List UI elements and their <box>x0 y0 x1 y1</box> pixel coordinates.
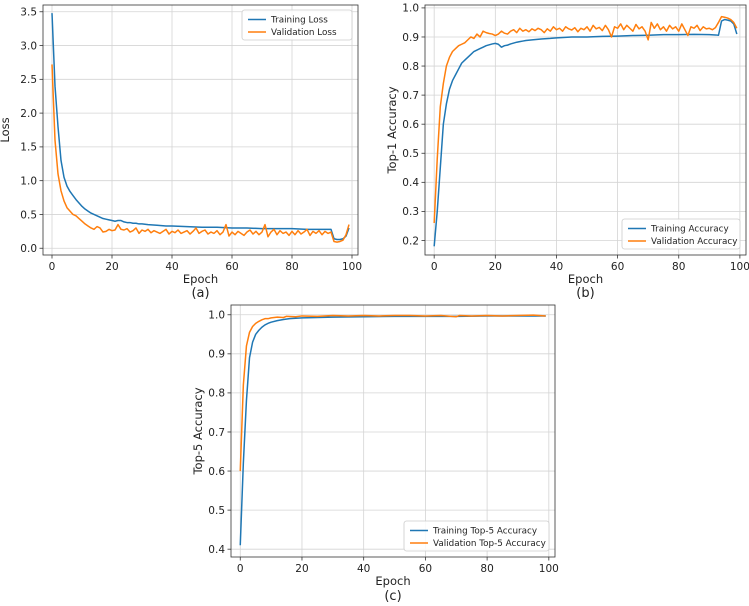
plot-area <box>425 5 746 255</box>
y-tick-label: 2.5 <box>20 74 37 86</box>
series-line-training-accuracy <box>433 18 738 247</box>
y-tick-label: 0.8 <box>402 61 419 73</box>
legend-label: Training Top-5 Accuracy <box>432 527 537 537</box>
x-tick-label: 60 <box>611 261 624 273</box>
x-tick-label: 40 <box>357 563 370 575</box>
plot-area <box>231 305 555 557</box>
x-tick-label: 20 <box>295 563 308 575</box>
y-tick-label: 0.7 <box>208 427 225 439</box>
y-tick-label: 0.0 <box>20 243 37 255</box>
x-axis-label: Epoch <box>568 272 603 286</box>
y-tick-label: 0.6 <box>402 119 419 131</box>
y-axis-label: Loss <box>0 117 12 142</box>
plot-area <box>43 5 358 255</box>
y-tick-label: 0.5 <box>20 209 37 221</box>
x-axis-label: Epoch <box>183 272 218 286</box>
x-tick-label: 100 <box>342 261 362 273</box>
legend-box <box>241 9 353 41</box>
panel-c-top5-accuracy-chart: 0 20 40 60 80 100 0.4 0.5 0.6 0.7 0.8 0.9 1.0 Epoch To… <box>191 304 559 604</box>
y-tick-label: 3.5 <box>20 7 37 19</box>
x-tick-label: 80 <box>672 261 685 273</box>
x-tick-label: 80 <box>480 563 493 575</box>
y-tick-label: 3.0 <box>20 40 37 52</box>
y-tick-label: 0.3 <box>402 206 419 218</box>
y-tick-label: 0.9 <box>208 349 225 361</box>
legend: Training Accuracy Validation Accuracy <box>621 218 741 250</box>
legend-label: Validation Loss <box>271 28 337 38</box>
y-tick-label: 0.8 <box>208 388 225 400</box>
legend-box <box>403 520 550 552</box>
panel-b-top1-accuracy-chart: 0 20 40 60 80 100 0.2 0.3 0.4 0.5 0.6 0.7 0.8 0.9 1.0 E… <box>385 3 749 301</box>
panel-caption: (c) <box>384 589 401 604</box>
y-tick-label: 0.7 <box>402 90 419 102</box>
legend: Training Top-5 Accuracy Validation Top-5 … <box>403 520 550 552</box>
y-tick-label: 1.0 <box>208 310 225 322</box>
axes-frame <box>42 4 359 256</box>
series-line-validation-top-5-accuracy <box>239 314 546 472</box>
panel-caption: (b) <box>576 286 594 301</box>
y-tick-label: 2.0 <box>20 108 37 120</box>
series-line-validation-loss <box>51 64 350 243</box>
y-tick-label: 1.5 <box>20 142 37 154</box>
axes-frame <box>424 4 747 256</box>
y-tick-label: 0.4 <box>208 544 225 556</box>
x-tick-label: 40 <box>165 261 178 273</box>
x-tick-label: 60 <box>225 261 238 273</box>
y-tick-label: 1.0 <box>402 3 419 15</box>
legend-label: Validation Accuracy <box>651 237 737 247</box>
y-axis-label: Top-5 Accuracy <box>191 387 205 475</box>
y-tick-label: 0.4 <box>402 177 419 189</box>
x-tick-label: 60 <box>419 563 432 575</box>
legend-label: Training Accuracy <box>650 225 729 235</box>
legend-box <box>621 218 741 250</box>
legend-label: Training Loss <box>270 16 328 26</box>
legend-label: Validation Top-5 Accuracy <box>433 539 546 549</box>
y-axis-label: Top-1 Accuracy <box>385 86 399 174</box>
legend: Training Loss Validation Loss <box>241 9 353 41</box>
x-tick-label: 100 <box>730 261 749 273</box>
x-tick-label: 80 <box>285 261 298 273</box>
axes-frame <box>230 304 556 558</box>
x-tick-label: 0 <box>431 261 438 273</box>
series-line-training-loss <box>51 13 350 241</box>
x-tick-label: 20 <box>105 261 118 273</box>
panel-caption: (a) <box>191 286 209 301</box>
x-axis-label: Epoch <box>375 574 410 588</box>
y-tick-label: 0.5 <box>402 148 419 160</box>
y-tick-label: 0.5 <box>208 505 225 517</box>
y-tick-label: 0.2 <box>402 235 419 247</box>
x-tick-label: 0 <box>237 563 244 575</box>
x-tick-label: 20 <box>489 261 502 273</box>
x-tick-label: 0 <box>49 261 56 273</box>
y-tick-label: 1.0 <box>20 175 37 187</box>
x-tick-label: 40 <box>550 261 563 273</box>
panel-a-loss-chart: 0 20 40 60 80 100 0.0 0.5 1.0 1.5 2.0 2.5 3.0 3.5 Epoc… <box>0 4 362 301</box>
y-tick-label: 0.6 <box>208 466 225 478</box>
x-tick-label: 100 <box>539 563 559 575</box>
y-tick-label: 0.9 <box>402 32 419 44</box>
series-line-validation-accuracy <box>433 15 738 224</box>
